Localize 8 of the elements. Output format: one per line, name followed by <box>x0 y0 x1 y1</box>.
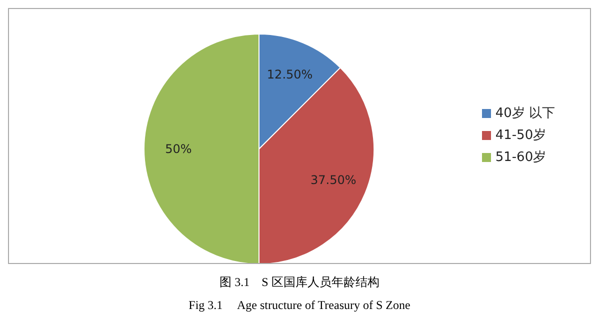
caption: 图 3.1 S 区国库人员年龄结构 <box>218 274 380 291</box>
caption: Fig 3.1 Age structure of Treasury of S Zone <box>188 297 412 314</box>
data-label: 37.50% <box>310 172 356 187</box>
data-label: 50% <box>165 142 192 156</box>
legend-label: 40岁 以下 <box>495 106 555 121</box>
legend-label: 51-60岁 <box>495 150 546 165</box>
legend-label: 41-50岁 <box>495 128 546 143</box>
data-label: 12.50% <box>266 68 313 82</box>
